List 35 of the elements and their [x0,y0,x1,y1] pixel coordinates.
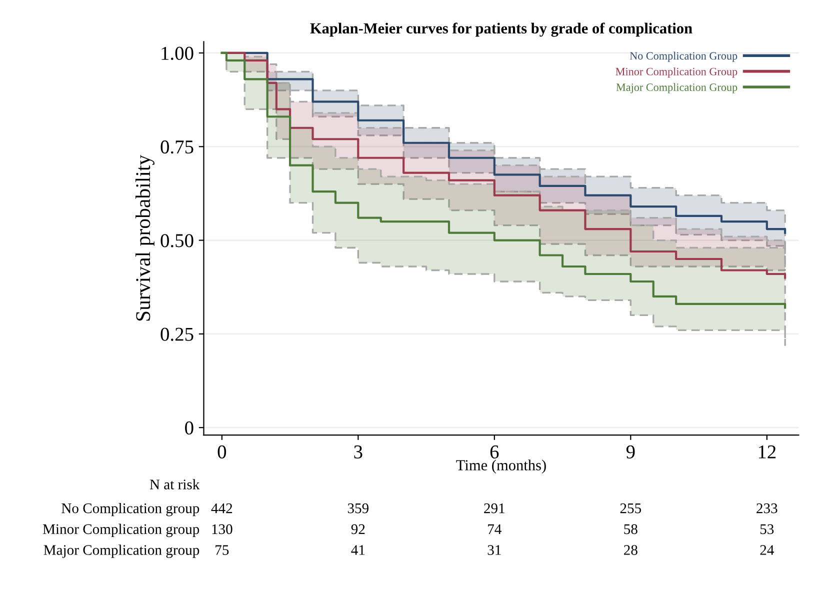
text: 24 [760,545,774,555]
y-tick-label: 0 [185,421,194,435]
x-tick-label: 9 [626,445,635,458]
text: 442 [211,503,232,514]
text: 28 [624,545,638,555]
x-tick-label: 0 [218,445,226,458]
legend-label: Major Complication Group [616,83,738,94]
text: N at risk [150,479,200,490]
text: 359 [348,503,369,514]
text: 75 [216,545,229,555]
text: 41 [351,545,365,555]
text: Major Complication group [44,544,200,558]
text: 58 [624,524,638,534]
legend-label: Minor Complication Group [616,67,738,78]
text: Minor Complication group [42,524,200,538]
text: 31 [488,545,501,555]
text: No Complication group [62,502,200,516]
x-axis-title: Time (months) [456,460,546,474]
text: 291 [484,503,504,514]
text: 53 [760,524,774,534]
y-tick-label: 0.50 [160,234,194,248]
x-tick-label: 3 [354,445,362,458]
text: 233 [756,503,778,514]
text: 255 [620,503,642,514]
chart-title: Kaplan-Meier curves for patients by grade of complication [310,22,692,37]
text: 74 [488,524,502,534]
y-tick-label: 1.00 [162,46,194,60]
x-tick-label: 12 [758,445,776,458]
text: 130 [212,524,232,534]
text: 92 [351,524,365,534]
x-tick-label: 6 [490,445,499,458]
y-axis-title: Survival probability [135,154,154,321]
legend-label: No Complication Group [630,52,738,62]
y-tick-label: 0.25 [160,328,194,341]
y-tick-label: 0.75 [160,140,194,154]
